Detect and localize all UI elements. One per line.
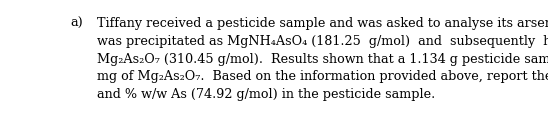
Text: a): a) — [71, 17, 83, 30]
Text: was precipitated as MgNH₄AsO₄ (181.25  g/mol)  and  subsequently  heated  to  fo: was precipitated as MgNH₄AsO₄ (181.25 g/… — [98, 35, 548, 48]
Text: and % w/w As (74.92 g/mol) in the pesticide sample.: and % w/w As (74.92 g/mol) in the pestic… — [98, 88, 436, 101]
Text: mg of Mg₂As₂O₇.  Based on the information provided above, report the gravimetric: mg of Mg₂As₂O₇. Based on the information… — [98, 70, 548, 83]
Text: Mg₂As₂O₇ (310.45 g/mol).  Results shown that a 1.134 g pesticide sample yielded : Mg₂As₂O₇ (310.45 g/mol). Results shown t… — [98, 53, 548, 66]
Text: Tiffany received a pesticide sample and was asked to analyse its arsenic content: Tiffany received a pesticide sample and … — [98, 17, 548, 30]
